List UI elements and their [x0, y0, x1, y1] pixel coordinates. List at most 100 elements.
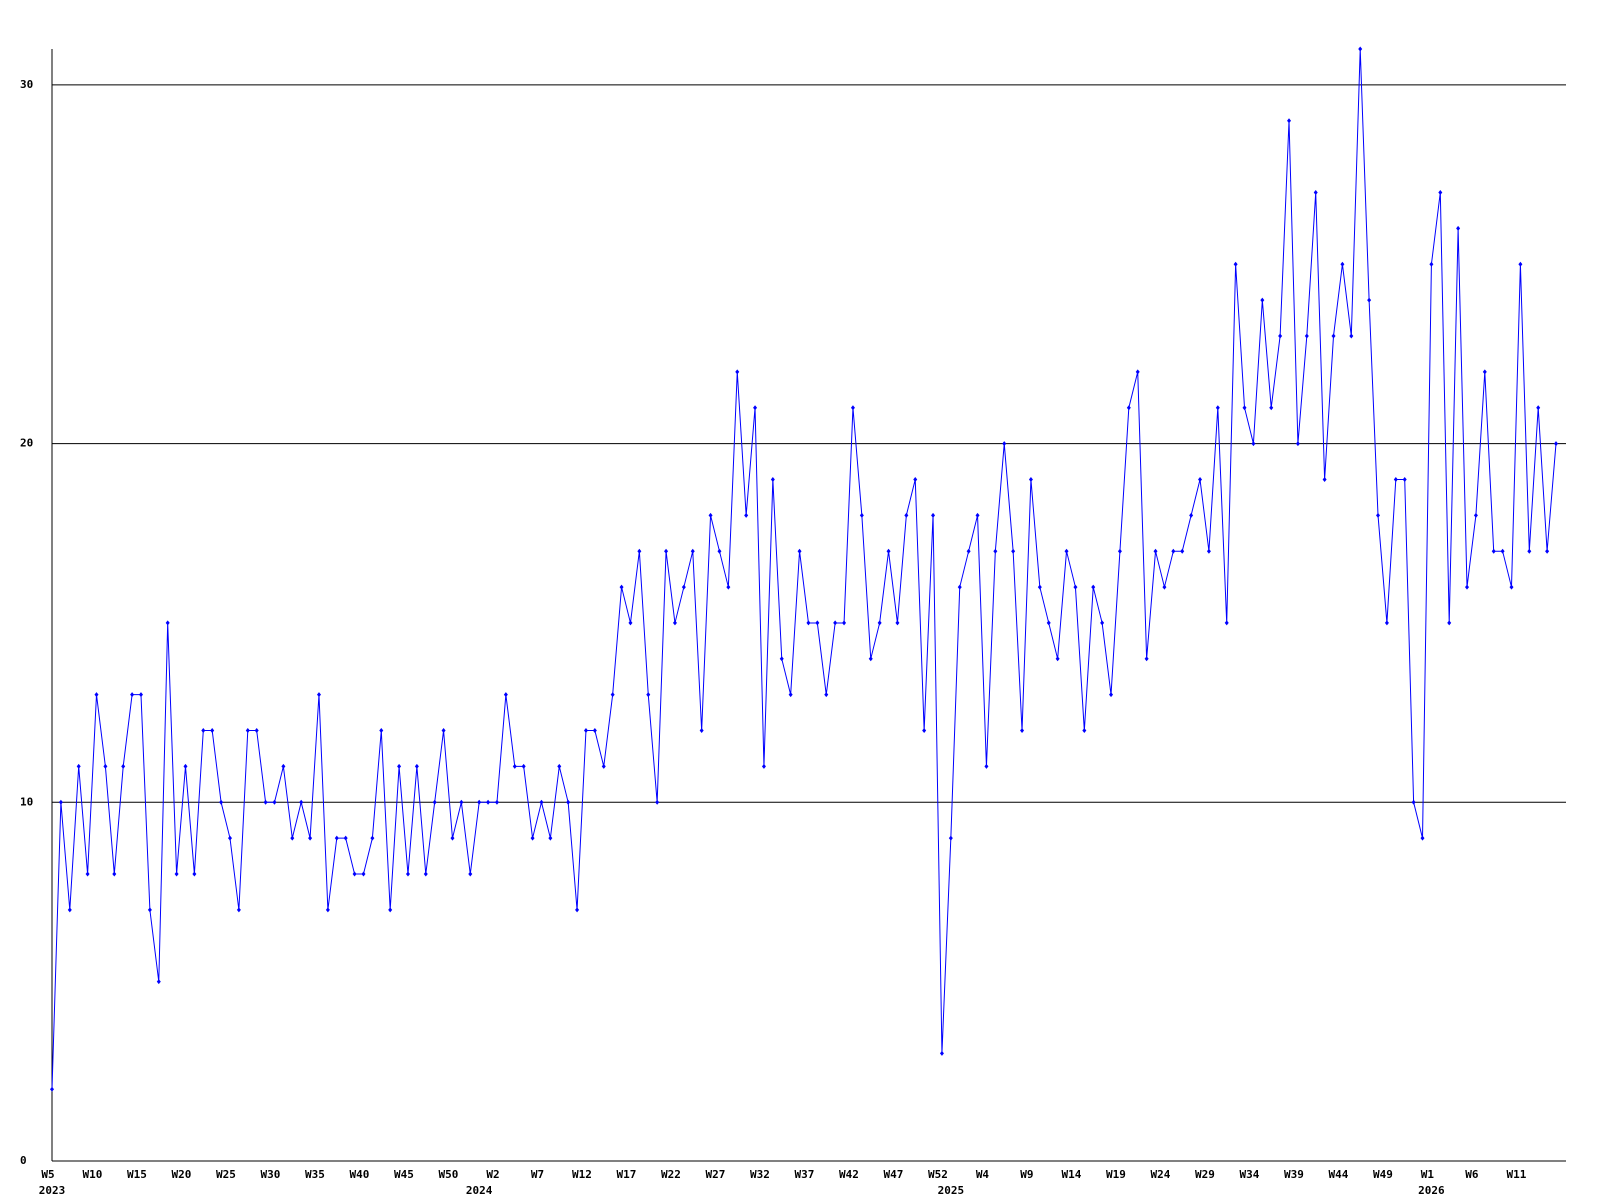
data-point [441, 728, 446, 734]
data-point [423, 871, 428, 877]
data-point [770, 476, 775, 482]
data-line [51, 48, 1557, 1090]
data-point [1287, 118, 1292, 124]
data-point [1536, 405, 1541, 411]
data-point [868, 656, 873, 662]
data-point [664, 548, 669, 554]
x-tick-label: W4 [976, 1168, 990, 1181]
data-point [58, 799, 63, 805]
data-point [957, 584, 962, 590]
data-point [913, 476, 918, 482]
data-point [744, 512, 749, 518]
x-tick-label: W25 [216, 1168, 236, 1181]
data-point [361, 871, 366, 877]
data-point [895, 620, 900, 626]
data-point [468, 871, 473, 877]
x-tick-label: W17 [617, 1168, 637, 1181]
data-point [833, 620, 838, 626]
data-point [236, 907, 241, 913]
data-point [1269, 405, 1274, 411]
data-point [1055, 656, 1060, 662]
data-point [370, 835, 375, 841]
year-label: 2025 [938, 1184, 965, 1197]
data-point [1411, 799, 1416, 805]
data-point [1002, 441, 1007, 447]
data-point [512, 763, 517, 769]
data-point [334, 835, 339, 841]
data-point [1117, 548, 1122, 554]
data-point [859, 512, 864, 518]
data-point [1073, 584, 1078, 590]
data-point [343, 835, 348, 841]
x-tick-label: W29 [1195, 1168, 1215, 1181]
data-point [1020, 728, 1025, 734]
x-tick-label: W39 [1284, 1168, 1304, 1181]
data-point [619, 584, 624, 590]
data-point [503, 692, 508, 698]
data-point [690, 548, 695, 554]
y-tick-label: 20 [20, 437, 33, 450]
x-tick-label: W27 [706, 1168, 726, 1181]
y-tick-label: 30 [20, 78, 33, 91]
data-point [1011, 548, 1016, 554]
data-point [263, 799, 268, 805]
data-point [850, 405, 855, 411]
data-point [1100, 620, 1105, 626]
data-point [939, 1050, 944, 1056]
data-point [494, 799, 499, 805]
data-point [877, 620, 882, 626]
data-point [1509, 584, 1514, 590]
data-point [1491, 548, 1496, 554]
x-tick-label: W52 [928, 1168, 948, 1181]
data-point [1082, 728, 1087, 734]
x-tick-label: W45 [394, 1168, 414, 1181]
data-point [414, 763, 419, 769]
data-point [1456, 225, 1461, 231]
data-point [156, 979, 161, 985]
data-point [147, 907, 152, 913]
data-point [1518, 261, 1523, 267]
data-point [50, 1086, 54, 1092]
data-point [1482, 369, 1487, 375]
data-point [254, 728, 259, 734]
x-tick-label: W12 [572, 1168, 592, 1181]
data-point [165, 620, 170, 626]
data-point [379, 728, 384, 734]
data-point [1420, 835, 1425, 841]
data-point [1126, 405, 1131, 411]
data-point [557, 763, 562, 769]
data-point [753, 405, 758, 411]
data-point [210, 728, 215, 734]
x-tick-label: W7 [531, 1168, 544, 1181]
data-point [726, 584, 731, 590]
data-point [1367, 297, 1372, 303]
data-point [1349, 333, 1354, 339]
data-point [121, 763, 126, 769]
x-tick-label: W47 [884, 1168, 904, 1181]
data-point [735, 369, 740, 375]
data-point [316, 692, 321, 698]
data-point [672, 620, 677, 626]
data-point [1429, 261, 1434, 267]
data-point [1064, 548, 1069, 554]
data-point [174, 871, 179, 877]
x-tick-label: W32 [750, 1168, 770, 1181]
x-tick-label: W42 [839, 1168, 859, 1181]
data-point [1278, 333, 1283, 339]
data-point [1135, 369, 1140, 375]
data-point [948, 835, 953, 841]
data-point [183, 763, 188, 769]
data-point [85, 871, 90, 877]
data-point [539, 799, 544, 805]
data-point [1447, 620, 1452, 626]
data-point [1313, 189, 1318, 195]
data-point [681, 584, 686, 590]
data-point [548, 835, 553, 841]
x-tick-label: W15 [127, 1168, 147, 1181]
data-point [1473, 512, 1478, 518]
data-point [779, 656, 784, 662]
data-point [352, 871, 357, 877]
data-point [201, 728, 206, 734]
data-point [1198, 476, 1203, 482]
